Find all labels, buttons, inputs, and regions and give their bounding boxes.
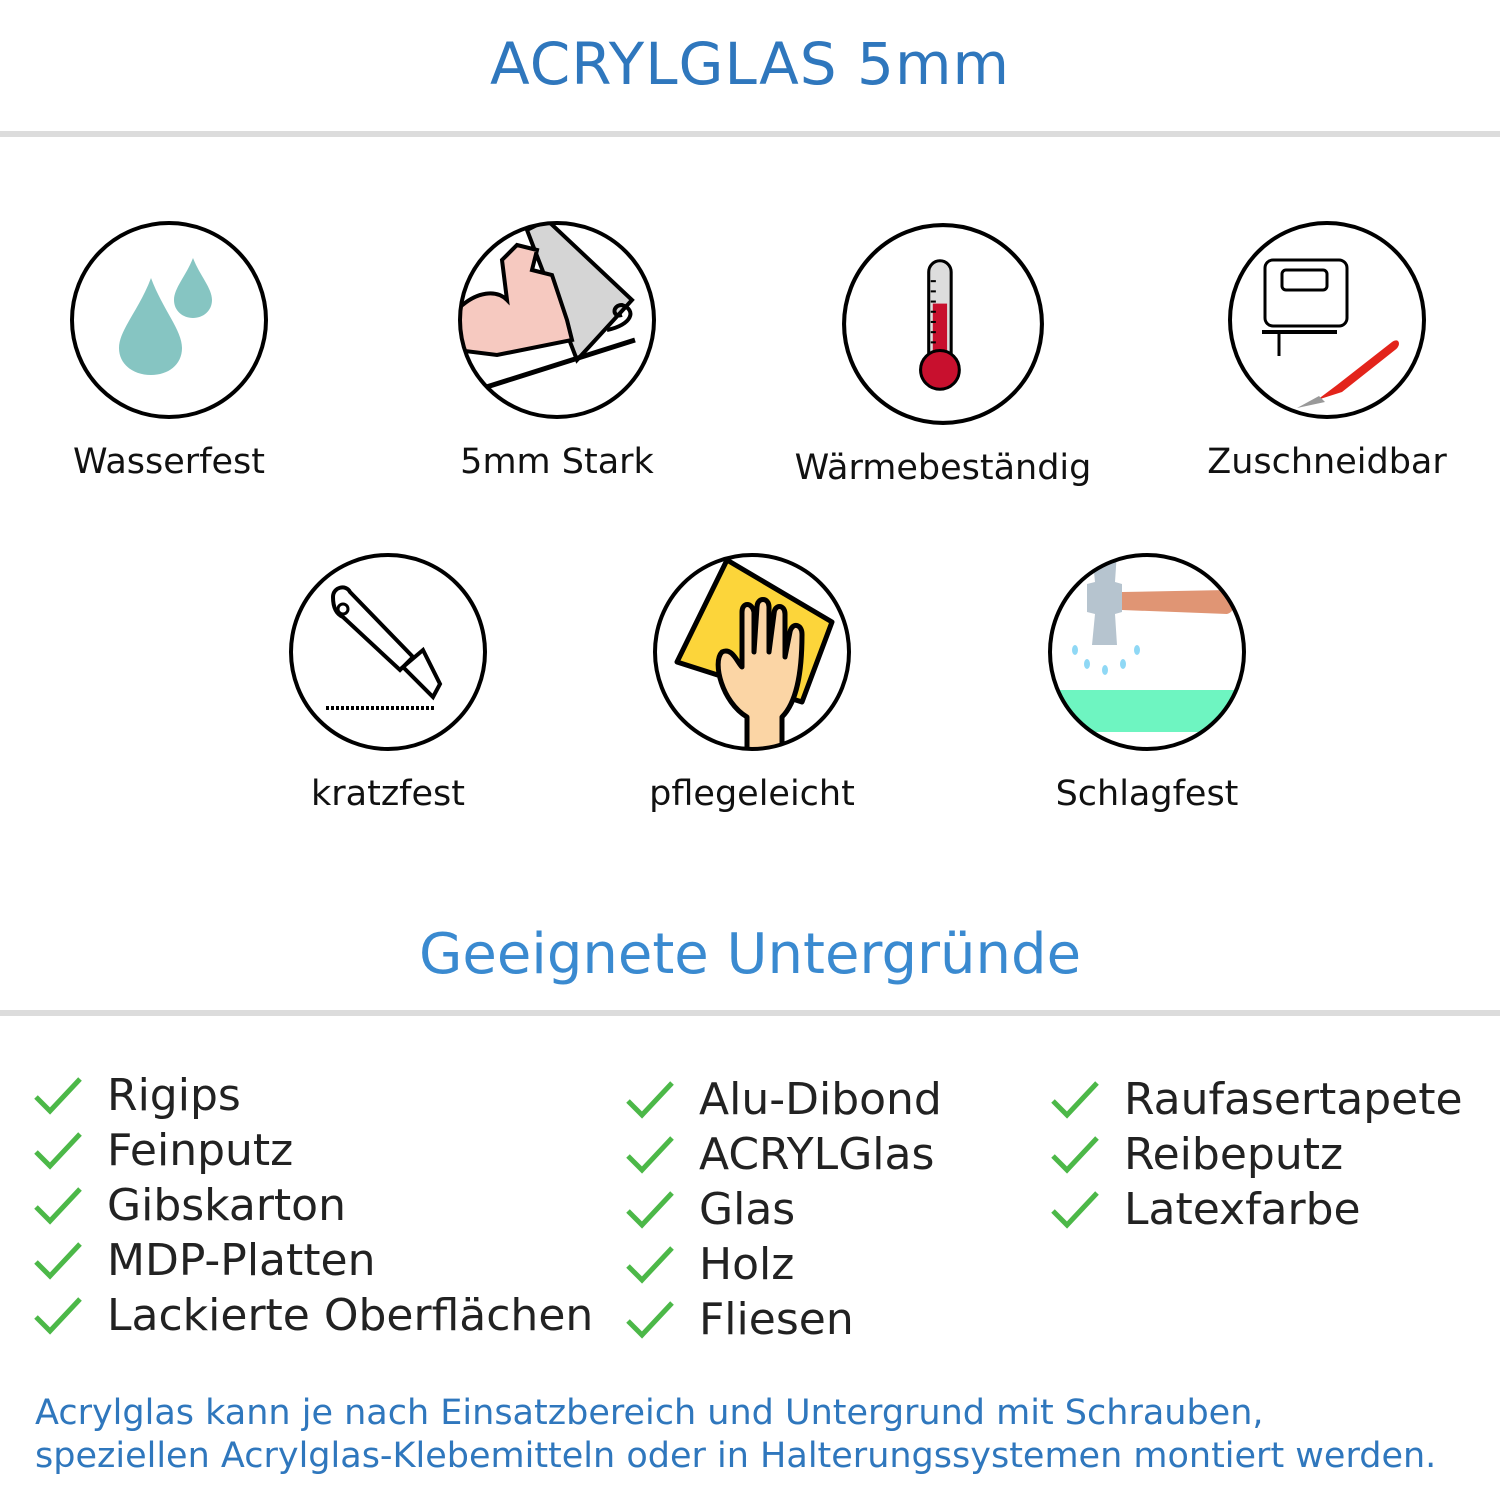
checkmark-icon xyxy=(1051,1080,1099,1119)
checkmark-icon xyxy=(626,1300,674,1339)
thermometer-icon xyxy=(842,223,1044,425)
note-line-2: speziellen Acrylglas-Klebemitteln oder i… xyxy=(35,1436,1437,1476)
feature-waermebestaendig: Wärmebeständig xyxy=(783,222,1103,488)
surface-item: Holz xyxy=(625,1237,942,1292)
feature-zuschneidbar: Zuschneidbar xyxy=(1167,220,1487,482)
surface-label: ACRYLGlas xyxy=(699,1129,935,1180)
surface-label: Reibeputz xyxy=(1124,1129,1344,1180)
checkmark-icon xyxy=(1051,1190,1099,1229)
note-line-1: Acrylglas kann je nach Einsatzbereich un… xyxy=(35,1393,1264,1433)
checkmark-icon xyxy=(626,1190,674,1229)
surface-item: Latexfarbe xyxy=(1050,1182,1463,1237)
surface-label: Gibskarton xyxy=(107,1180,346,1231)
feature-label: kratzfest xyxy=(310,774,465,814)
feature-pflegeleicht: pflegeleicht xyxy=(592,552,912,814)
feature-label: Schlagfest xyxy=(1055,774,1239,814)
surfaces-column-2: Alu-Dibond ACRYLGlas Glas Holz Fliesen xyxy=(625,1072,942,1347)
surface-item: Feinputz xyxy=(33,1123,593,1178)
feature-label: 5mm Stark xyxy=(460,442,654,482)
section-title: Geeignete Untergründe xyxy=(418,922,1082,987)
feature-wasserfest: Wasserfest xyxy=(9,220,329,482)
checkmark-icon xyxy=(1051,1135,1099,1174)
feature-kratzfest: kratzfest xyxy=(228,552,548,814)
strong-arm-icon xyxy=(458,221,656,419)
hammer-impact-icon xyxy=(1048,553,1246,751)
page-title: ACRYLGLAS 5mm xyxy=(490,30,1010,98)
surface-item: Gibskarton xyxy=(33,1178,593,1233)
checkmark-icon xyxy=(34,1186,82,1225)
utility-knife-icon xyxy=(289,553,487,751)
divider xyxy=(0,1010,1500,1016)
surface-label: Alu-Dibond xyxy=(699,1074,942,1125)
surface-item: Raufasertapete xyxy=(1050,1072,1463,1127)
feature-label: pflegeleicht xyxy=(649,774,855,814)
surface-label: Holz xyxy=(699,1239,795,1290)
surface-item: MDP-Platten xyxy=(33,1233,593,1288)
checkmark-icon xyxy=(626,1135,674,1174)
surface-item: Fliesen xyxy=(625,1292,942,1347)
surface-label: Feinputz xyxy=(107,1125,294,1176)
feature-5mm-stark: 5mm Stark xyxy=(397,220,717,482)
mounting-note: Acrylglas kann je nach Einsatzbereich un… xyxy=(35,1392,1436,1478)
divider xyxy=(0,131,1500,137)
water-drops-icon xyxy=(70,221,268,419)
surfaces-column-1: Rigips Feinputz Gibskarton MDP-Platten L… xyxy=(33,1068,593,1343)
surface-item: Reibeputz xyxy=(1050,1127,1463,1182)
surface-item: Alu-Dibond xyxy=(625,1072,942,1127)
hand-cleaning-cloth-icon xyxy=(653,553,851,751)
surface-item: ACRYLGlas xyxy=(625,1127,942,1182)
surfaces-column-3: Raufasertapete Reibeputz Latexfarbe xyxy=(1050,1072,1463,1237)
feature-schlagfest: Schlagfest xyxy=(987,552,1307,814)
surface-label: Lackierte Oberflächen xyxy=(107,1290,594,1341)
surface-item: Rigips xyxy=(33,1068,593,1123)
surface-label: Fliesen xyxy=(699,1294,854,1345)
checkmark-icon xyxy=(626,1080,674,1119)
surface-label: Raufasertapete xyxy=(1124,1074,1463,1125)
surface-label: Latexfarbe xyxy=(1124,1184,1361,1235)
surface-label: MDP-Platten xyxy=(107,1235,376,1286)
checkmark-icon xyxy=(34,1241,82,1280)
surface-item: Lackierte Oberflächen xyxy=(33,1288,593,1343)
checkmark-icon xyxy=(34,1296,82,1335)
jigsaw-cutter-icon xyxy=(1228,221,1426,419)
feature-label: Wärmebeständig xyxy=(794,448,1092,488)
surface-label: Glas xyxy=(699,1184,796,1235)
feature-label: Zuschneidbar xyxy=(1207,442,1447,482)
surface-item: Glas xyxy=(625,1182,942,1237)
feature-label: Wasserfest xyxy=(72,442,266,482)
checkmark-icon xyxy=(34,1076,82,1115)
checkmark-icon xyxy=(626,1245,674,1284)
surface-label: Rigips xyxy=(107,1070,241,1121)
checkmark-icon xyxy=(34,1131,82,1170)
